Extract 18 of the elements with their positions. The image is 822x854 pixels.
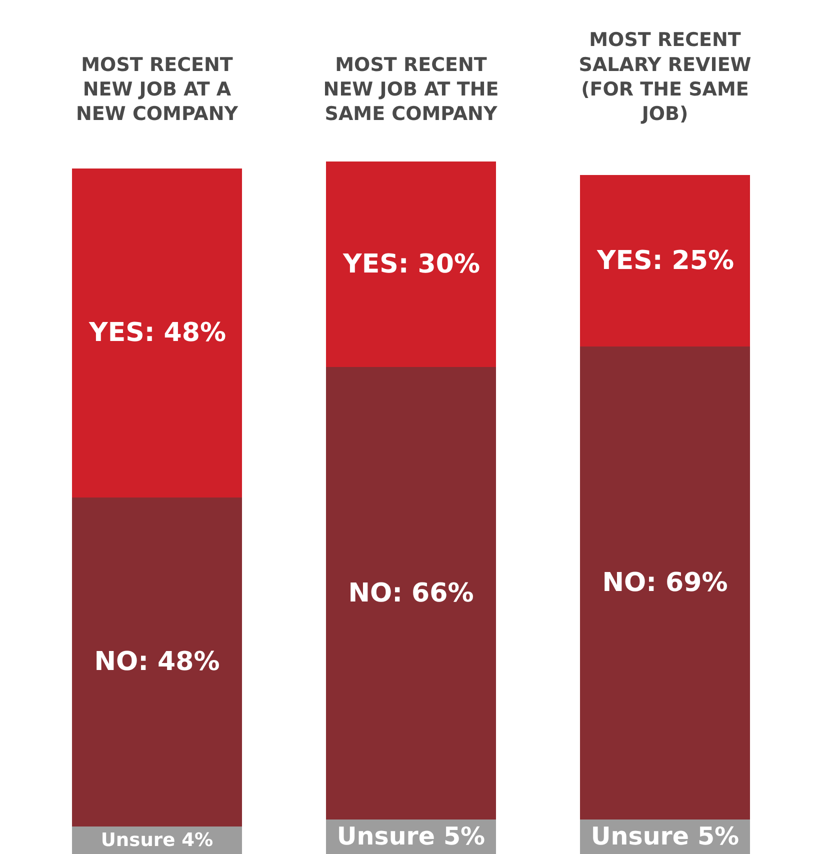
bar [326, 161, 496, 368]
data-label: NO: 48% [94, 647, 220, 678]
bar [580, 346, 750, 820]
data-label: YES: 25% [596, 246, 734, 276]
x-tick-label: MOST RECENT SALARY REVIEW (FOR THE SAME JOB) [578, 29, 752, 126]
bar [72, 497, 242, 827]
data-label: Unsure 5% [590, 821, 740, 850]
data-label: NO: 69% [602, 568, 728, 598]
data-label: Unsure 4% [100, 830, 214, 851]
bar [72, 168, 242, 498]
data-label: Unsure 5% [336, 821, 486, 850]
data-label: YES: 30% [342, 249, 480, 280]
x-tick-label: MOST RECENT NEW JOB AT A NEW COMPANY [76, 54, 238, 126]
x-tick-label: MOST RECENT NEW JOB AT THE SAME COMPANY [323, 54, 499, 126]
bar [580, 175, 750, 347]
data-label: YES: 48% [88, 318, 226, 348]
data-label: NO: 66% [348, 578, 474, 608]
bar [326, 367, 496, 820]
